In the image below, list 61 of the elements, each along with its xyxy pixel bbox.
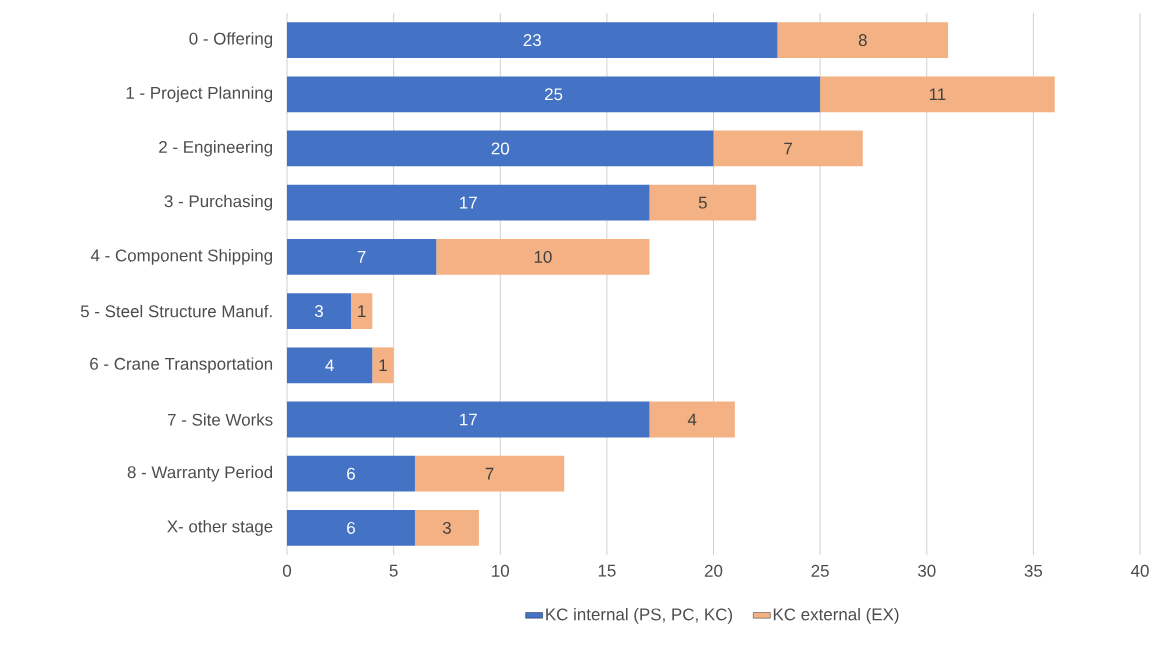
y-tick-label: X- other stage bbox=[167, 520, 273, 536]
y-tick-label: 7 - Site Works bbox=[168, 413, 273, 426]
bar bbox=[372, 347, 394, 384]
bar bbox=[414, 455, 565, 492]
data-label: 4 bbox=[325, 359, 334, 372]
data-label: 3 bbox=[314, 305, 323, 318]
bar bbox=[287, 22, 778, 58]
data-label: 17 bbox=[460, 196, 477, 209]
bar bbox=[287, 184, 650, 221]
data-label: 7 bbox=[485, 467, 494, 480]
y-tick-label: 1 - Project Planning bbox=[126, 86, 273, 103]
bar bbox=[287, 293, 351, 329]
y-tick-label: 3 - Purchasing bbox=[164, 194, 273, 211]
data-label: 25 bbox=[545, 88, 563, 101]
bar bbox=[713, 130, 863, 167]
x-tick-label: 25 bbox=[811, 564, 829, 577]
data-label: 6 bbox=[347, 521, 355, 534]
data-label: 11 bbox=[929, 88, 946, 101]
y-tick-label: 6 - Crane Transportation bbox=[90, 357, 273, 374]
legend-label: KC internal (PS, PC, KC) bbox=[546, 607, 733, 624]
data-label: 23 bbox=[523, 34, 541, 47]
y-tick-label: 0 - Offering bbox=[189, 32, 273, 48]
data-label: 3 bbox=[442, 521, 451, 534]
data-label: 10 bbox=[534, 250, 552, 263]
bar bbox=[287, 455, 415, 492]
bar bbox=[287, 130, 714, 167]
x-tick-label: 5 bbox=[389, 564, 398, 577]
bar bbox=[287, 401, 650, 438]
bar bbox=[820, 76, 1055, 113]
data-label: 7 bbox=[784, 142, 792, 155]
y-tick-label: 5 - Steel Structure Manuf. bbox=[80, 304, 272, 318]
data-label: 7 bbox=[357, 251, 366, 263]
bar bbox=[414, 510, 479, 546]
bar bbox=[350, 293, 373, 329]
x-tick-label: 40 bbox=[1130, 564, 1149, 577]
bar bbox=[287, 239, 437, 275]
x-tick-label: 10 bbox=[492, 564, 510, 577]
y-tick-label: 2 - Engineering bbox=[159, 140, 273, 157]
bar bbox=[436, 239, 650, 275]
bar bbox=[287, 76, 821, 113]
legend-label: KC external (EX) bbox=[773, 607, 899, 624]
data-label: 8 bbox=[858, 34, 867, 47]
x-tick-label: 20 bbox=[704, 564, 723, 577]
data-label: 1 bbox=[379, 359, 387, 372]
x-tick-label: 35 bbox=[1024, 564, 1043, 577]
x-tick-label: 30 bbox=[917, 564, 936, 577]
bar bbox=[649, 401, 735, 438]
y-tick-label: 4 - Component Shipping bbox=[90, 249, 273, 265]
y-tick-label: 8 - Warranty Period bbox=[127, 465, 273, 482]
data-label: 20 bbox=[491, 142, 510, 155]
data-label: 17 bbox=[460, 413, 477, 426]
bar bbox=[777, 22, 949, 58]
x-tick-label: 0 bbox=[282, 564, 292, 577]
data-label: 4 bbox=[687, 413, 697, 426]
data-label: 1 bbox=[358, 305, 366, 317]
x-tick-label: 15 bbox=[598, 564, 616, 577]
bar bbox=[287, 347, 373, 384]
bar bbox=[649, 184, 757, 221]
bar bbox=[287, 510, 415, 546]
data-label: 5 bbox=[698, 196, 707, 209]
data-label: 6 bbox=[347, 467, 355, 480]
